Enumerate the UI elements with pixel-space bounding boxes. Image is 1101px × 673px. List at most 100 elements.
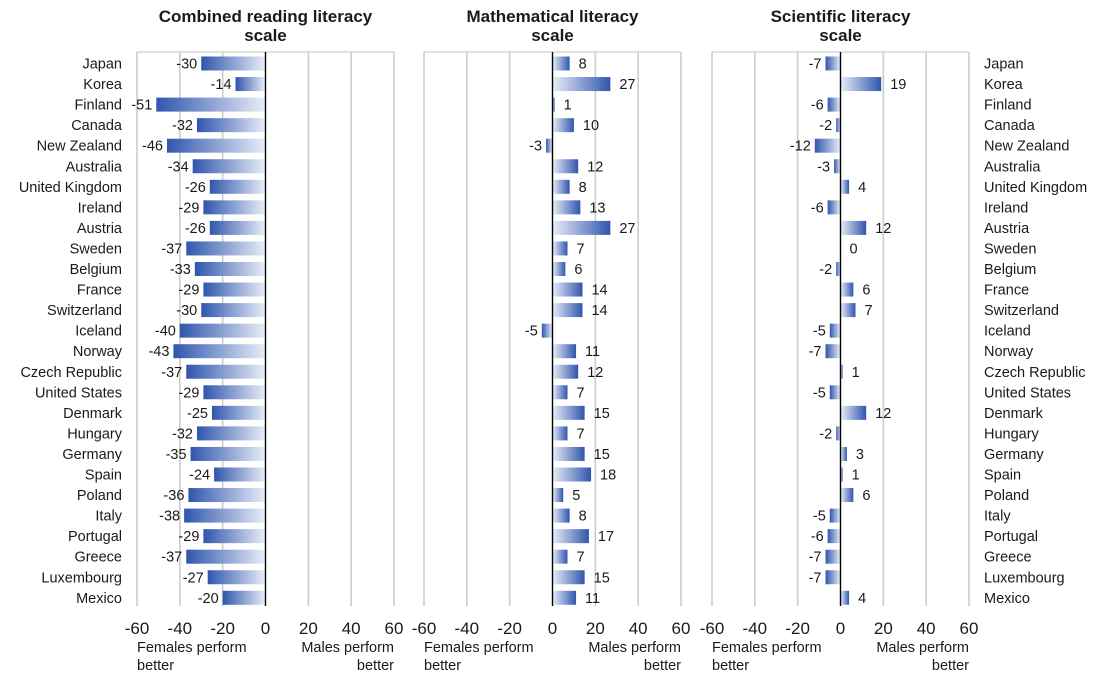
data-label: -20: [198, 591, 219, 607]
country-labels: Japan Japan Korea Korea Finland Finland Canada…: [19, 57, 1087, 607]
panel-title-line: Scientific literacy: [771, 7, 911, 26]
bar: [827, 200, 841, 215]
bar: [840, 405, 867, 420]
bar: [827, 529, 841, 544]
data-label: -6: [811, 98, 824, 114]
country-label-right: Spain: [984, 468, 1021, 484]
bar: [192, 159, 266, 174]
country-label-left: Czech Republic: [20, 365, 122, 381]
bar: [840, 303, 856, 318]
data-label: -30: [176, 57, 197, 73]
bar: [179, 323, 266, 338]
bar: [184, 508, 266, 523]
x-tick-label: 0: [836, 619, 845, 638]
data-label: -29: [178, 283, 199, 299]
males-label: Males perform: [301, 640, 394, 656]
data-label: 12: [587, 365, 603, 381]
data-label: 11: [585, 591, 600, 607]
bar: [825, 56, 841, 71]
x-tick-label: -40: [743, 619, 768, 638]
bar: [207, 570, 266, 585]
bar: [190, 446, 266, 461]
country-label-left: Italy: [95, 509, 122, 525]
males-label: better: [932, 658, 969, 673]
country-label-left: United States: [35, 385, 122, 401]
males-label: Males perform: [588, 640, 681, 656]
data-label: -5: [525, 324, 538, 340]
country-label-left: Switzerland: [47, 303, 122, 319]
bar: [552, 56, 570, 71]
bar: [552, 303, 583, 318]
country-label-left: Finland: [74, 98, 122, 114]
country-label-left: Korea: [83, 77, 123, 93]
females-label: better: [137, 658, 174, 673]
country-label-left: Portugal: [68, 529, 122, 545]
panel-title-line: Mathematical literacy: [467, 7, 640, 26]
bar: [825, 549, 841, 564]
country-label-left: United Kingdom: [19, 180, 122, 196]
data-label: 19: [890, 77, 906, 93]
data-label: -6: [811, 529, 824, 545]
bar: [203, 282, 266, 297]
bar: [552, 364, 579, 379]
bar: [840, 364, 843, 379]
data-label: -37: [161, 550, 182, 566]
country-label-left: Iceland: [75, 324, 122, 340]
bar: [829, 323, 841, 338]
bar: [552, 97, 555, 112]
data-label: -43: [148, 344, 169, 360]
data-label: -26: [185, 180, 206, 196]
bar: [552, 508, 570, 523]
country-label-right: New Zealand: [984, 139, 1069, 155]
panel-title-line: scale: [244, 26, 287, 45]
country-label-right: Luxembourg: [984, 570, 1065, 586]
data-label: -3: [817, 159, 830, 175]
bar: [214, 467, 266, 482]
panel-title-line: scale: [819, 26, 862, 45]
bar: [840, 590, 850, 605]
data-label: -7: [809, 550, 822, 566]
x-tick-label: 40: [917, 619, 936, 638]
bar: [203, 200, 266, 215]
bar: [552, 200, 581, 215]
data-label: -35: [166, 447, 187, 463]
data-label: -27: [183, 570, 204, 586]
data-label: -40: [155, 324, 176, 340]
data-label: -2: [819, 118, 832, 134]
bar: [552, 570, 585, 585]
data-label: -34: [168, 159, 189, 175]
bar: [552, 159, 579, 174]
country-label-left: Sweden: [70, 241, 122, 257]
bar: [201, 56, 266, 71]
bar: [552, 488, 564, 503]
country-label-right: France: [984, 283, 1029, 299]
country-label-right: Canada: [984, 118, 1036, 134]
males-label: Males perform: [876, 640, 969, 656]
x-tick-label: 40: [629, 619, 648, 638]
bar: [827, 97, 841, 112]
x-tick-label: 60: [385, 619, 404, 638]
country-label-right: Ireland: [984, 200, 1028, 216]
data-label: -3: [529, 139, 542, 155]
country-label-left: Australia: [66, 159, 123, 175]
country-label-left: Denmark: [63, 406, 123, 422]
country-label-right: Denmark: [984, 406, 1044, 422]
data-label: 15: [594, 570, 610, 586]
data-label: 11: [585, 344, 600, 360]
bar: [840, 282, 854, 297]
data-label: -29: [178, 200, 199, 216]
data-label: 7: [576, 385, 584, 401]
data-label: 18: [600, 468, 616, 484]
data-label: -5: [813, 385, 826, 401]
data-label: 6: [574, 262, 582, 278]
data-label: -25: [187, 406, 208, 422]
country-label-left: Hungary: [67, 426, 123, 442]
bar: [829, 508, 841, 523]
data-label: 10: [583, 118, 599, 134]
data-label: -32: [172, 118, 193, 134]
x-tick-label: -20: [785, 619, 810, 638]
data-label: 7: [576, 241, 584, 257]
data-label: 3: [856, 447, 864, 463]
country-label-right: Germany: [984, 447, 1044, 463]
